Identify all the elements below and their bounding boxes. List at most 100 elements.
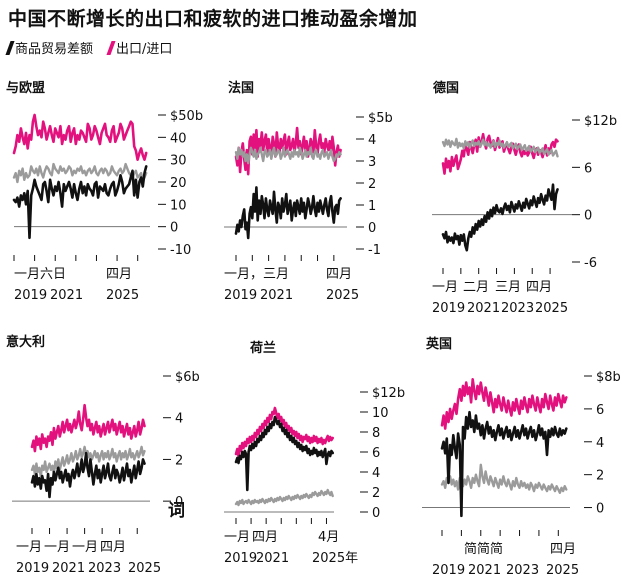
y-tick-label: 0 — [368, 221, 376, 236]
series-line-balance — [441, 183, 559, 252]
chart-france-svg: 法国 $5b 4 3 2 1 0 -1 一月，三月 四月 2019 2021 2025 — [224, 80, 393, 303]
chart-uk-svg: 英国 $8b 6 4 2 0 简简简 四月 2019 2021 2023 2025 — [422, 336, 621, 577]
chart-germany: 德国 $12b 6 0 -6 一月 二月 三月 四月 2019 2021 2023 2025 — [427, 74, 627, 316]
x-tick-label-month: 一月 — [224, 530, 250, 545]
x-tick-label-month: 三月 — [495, 280, 521, 295]
x-tick-label-year: 2019 — [224, 551, 257, 566]
y-tick-label: 2 — [372, 486, 380, 501]
y-tick-label: 30 — [170, 154, 187, 169]
x-tick-label-year: 2019 — [432, 301, 465, 316]
x-tick-label-year: 2025 — [106, 288, 139, 303]
x-tick-label-year: 2025年 — [312, 551, 358, 566]
y-tick-label: 3 — [368, 155, 376, 170]
y-tick-label: 4 — [368, 133, 376, 148]
legend-swatch-balance — [5, 40, 15, 55]
series-line-imports — [234, 146, 342, 165]
y-tick-label: 0 — [584, 209, 592, 224]
chart-netherlands: 荷兰 $12b 10 8 6 4 2 0 一月 四月 4月 2019 2021 2025年 — [222, 336, 422, 566]
x-tick-label-month: 四月 — [106, 267, 132, 282]
x-tick-label-year: 2023 — [88, 561, 121, 576]
series-line-imports — [441, 137, 559, 158]
chart-title: 英国 — [425, 336, 452, 352]
chart-title: 荷兰 — [249, 340, 276, 356]
chart-title: 意大利 — [6, 334, 45, 350]
chart-title: 法国 — [228, 80, 254, 96]
y-tick-label: 2 — [596, 469, 604, 484]
legend-label-exports: 出口/进口 — [116, 42, 173, 57]
y-tick-label: 6 — [596, 403, 604, 418]
y-tick-label: 10 — [170, 198, 187, 213]
y-tick-label: 2 — [175, 453, 183, 468]
chart-title: 德国 — [433, 80, 459, 96]
y-tick-label: 4 — [596, 436, 604, 451]
series-line-imports — [12, 162, 148, 184]
x-tick-label-year: 2021 — [260, 288, 293, 303]
chart-title: 与欧盟 — [6, 80, 45, 96]
x-tick-label-year: 2019 — [16, 561, 49, 576]
x-tick-label-month: 四月 — [326, 267, 352, 282]
x-tick-label-month: 一月 — [16, 540, 42, 555]
y-tick-label: 10 — [372, 406, 389, 421]
x-tick-label-year: 2019 — [432, 563, 465, 577]
series-line-exports — [12, 113, 148, 161]
series-line-imports — [30, 445, 146, 478]
y-tick-label: $5b — [368, 111, 393, 126]
x-tick-label-year: 2025 — [535, 301, 568, 316]
x-tick-label-month: 二月 — [463, 280, 489, 295]
chart-eu-svg: 与欧盟 $50b 40 30 20 10 0 -10 一月六日 四月 2019 2021 2025 — [6, 80, 203, 303]
y-tick-label: 4 — [175, 412, 183, 427]
stray-glyph: 词 — [168, 501, 185, 521]
x-tick-label-month: 一月六日 — [14, 267, 66, 282]
x-tick-label-year: 2021 — [50, 288, 83, 303]
series-line-balance — [234, 415, 334, 492]
y-tick-label: -1 — [368, 243, 381, 258]
chart-france: 法国 $5b 4 3 2 1 0 -1 一月，三月 四月 2019 2021 2025 — [222, 74, 422, 303]
series-line-balance — [234, 186, 342, 240]
y-tick-label: 2 — [368, 177, 376, 192]
series-line-balance — [30, 451, 146, 499]
y-tick-label: $12b — [584, 114, 617, 129]
y-tick-label: 4 — [372, 466, 380, 481]
y-tick-label: 0 — [596, 502, 604, 517]
x-tick-label-year: 2023 — [506, 563, 539, 577]
x-tick-label-month: 一月 — [72, 540, 98, 555]
page-title: 中国不断增长的出口和疲软的进口推动盈余增加 — [8, 8, 418, 30]
x-tick-label-month: 四月 — [526, 280, 552, 295]
series-line-balance — [440, 410, 568, 518]
y-tick-label: 0 — [170, 221, 178, 236]
legend-swatch-exports — [106, 40, 116, 55]
series-line-balance — [12, 165, 148, 240]
legend-label-balance: 商品贸易差额 — [15, 42, 94, 57]
chart-eu: 与欧盟 $50b 40 30 20 10 0 -10 一月六日 四月 2019 2021 2025 — [0, 74, 203, 303]
chart-uk: 英国 $8b 6 4 2 0 简简简 四月 2019 2021 2023 2025 — [420, 332, 628, 577]
y-tick-label: 0 — [175, 495, 183, 510]
y-tick-label: $50b — [170, 109, 203, 124]
x-tick-label-month: 四月 — [252, 530, 278, 545]
x-tick-label-year: 2021 — [468, 563, 501, 577]
x-tick-label-month: 简简简 — [464, 541, 503, 557]
x-tick-label-year: 2025 — [546, 563, 579, 577]
x-tick-label-year: 2021 — [256, 551, 289, 566]
legend-item-balance: 商品贸易差额 — [5, 38, 94, 57]
x-tick-label-year: 2023 — [501, 301, 534, 316]
y-tick-label: 1 — [368, 199, 376, 214]
y-tick-label: 8 — [372, 426, 380, 441]
chart-italy: 意大利 $6b 4 2 0 一月 一月 一月 四月 2019 2021 2023 2025 — [0, 332, 205, 576]
y-tick-label: 6 — [372, 446, 380, 461]
x-tick-label-month: 四月 — [550, 542, 576, 557]
y-tick-label: $8b — [596, 370, 621, 385]
chart-germany-svg: 德国 $12b 6 0 -6 一月 二月 三月 四月 2019 2021 2023 2025 — [432, 80, 617, 316]
legend-item-exports: 出口/进口 — [106, 38, 173, 57]
y-tick-label: $12b — [372, 386, 405, 401]
x-tick-label-month: 四月 — [100, 540, 126, 555]
x-tick-label-month: 一月 — [432, 280, 458, 295]
series-line-exports — [30, 403, 146, 453]
series-line-exports — [234, 406, 334, 458]
x-tick-label-month: 一月，三月 — [224, 267, 289, 282]
x-tick-label-year: 2019 — [14, 288, 47, 303]
y-tick-label: -6 — [584, 256, 597, 271]
series-line-exports — [440, 377, 568, 430]
y-tick-label: $6b — [175, 370, 200, 385]
